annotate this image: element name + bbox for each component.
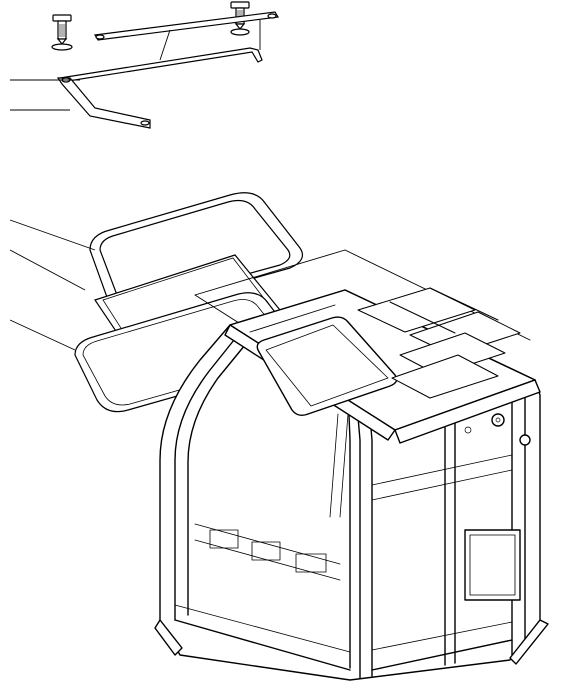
leader-line: [10, 320, 75, 350]
bolt-left: [52, 15, 72, 50]
leader-line: [10, 220, 95, 250]
top-strap: [95, 12, 278, 40]
mounting-hardware-group: [52, 2, 278, 128]
exploded-diagram: [0, 0, 572, 693]
leader-line: [10, 250, 85, 290]
leader-line: [160, 30, 170, 60]
